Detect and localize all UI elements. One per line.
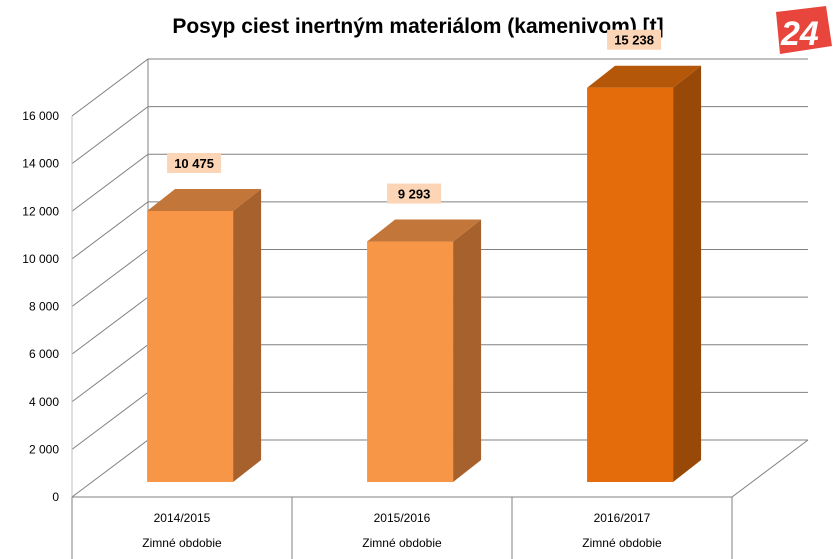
y-tick-label: 16 000: [22, 109, 59, 123]
x-category-label: 2016/2017: [594, 511, 651, 525]
data-label-box: [167, 152, 222, 173]
y-tick-label: 4 000: [29, 395, 59, 409]
data-label-box: [607, 29, 662, 50]
y-tick-label: 12 000: [22, 204, 59, 218]
y-tick-label: 14 000: [22, 157, 59, 171]
bar-side: [233, 188, 262, 482]
bar-top: [367, 219, 482, 242]
y-tick-label: 10 000: [22, 252, 59, 266]
bar-side: [453, 219, 482, 482]
bar-front: [147, 210, 234, 482]
x-category-sublabel: Zimné obdobie: [582, 536, 662, 550]
bar-2016/2017: 15 238: [587, 29, 702, 483]
bar-2014/2015: 10 475: [147, 152, 262, 482]
bars: 10 475 9 293 15 238: [147, 29, 702, 483]
y-axis-ticks: 0 2 000 4 000 6 000 8 000 10 000 12 000 14 000 1…: [22, 109, 59, 504]
logo-badge: [776, 6, 832, 54]
category-table: 2014/2015 Zimné obdobie 2015/2016 Zimné obd…: [71, 497, 733, 559]
data-label-box: [387, 183, 442, 204]
data-label: 9 293: [398, 187, 431, 202]
bar-front: [367, 241, 454, 482]
logo-text: 24: [780, 15, 819, 53]
chart-title: Posyp ciest inertným materiálom (kameniv…: [172, 15, 663, 38]
bar-top: [147, 188, 262, 211]
bar-front: [587, 87, 674, 483]
site-logo-24: 24: [776, 6, 832, 54]
data-label: 10 475: [174, 156, 214, 171]
y-tick-label: 8 000: [29, 300, 59, 314]
bar-side: [673, 65, 702, 483]
x-category-sublabel: Zimné obdobie: [142, 536, 222, 550]
x-category-label: 2015/2016: [374, 511, 431, 525]
y-tick-label: 2 000: [29, 442, 59, 456]
x-category-label: 2014/2015: [154, 511, 211, 525]
y-tick-label: 0: [52, 490, 59, 504]
data-label: 15 238: [614, 33, 654, 48]
x-category-sublabel: Zimné obdobie: [362, 536, 442, 550]
bar-2015/2016: 9 293: [367, 183, 482, 482]
y-tick-label: 6 000: [29, 347, 59, 361]
bar-top: [587, 65, 702, 88]
